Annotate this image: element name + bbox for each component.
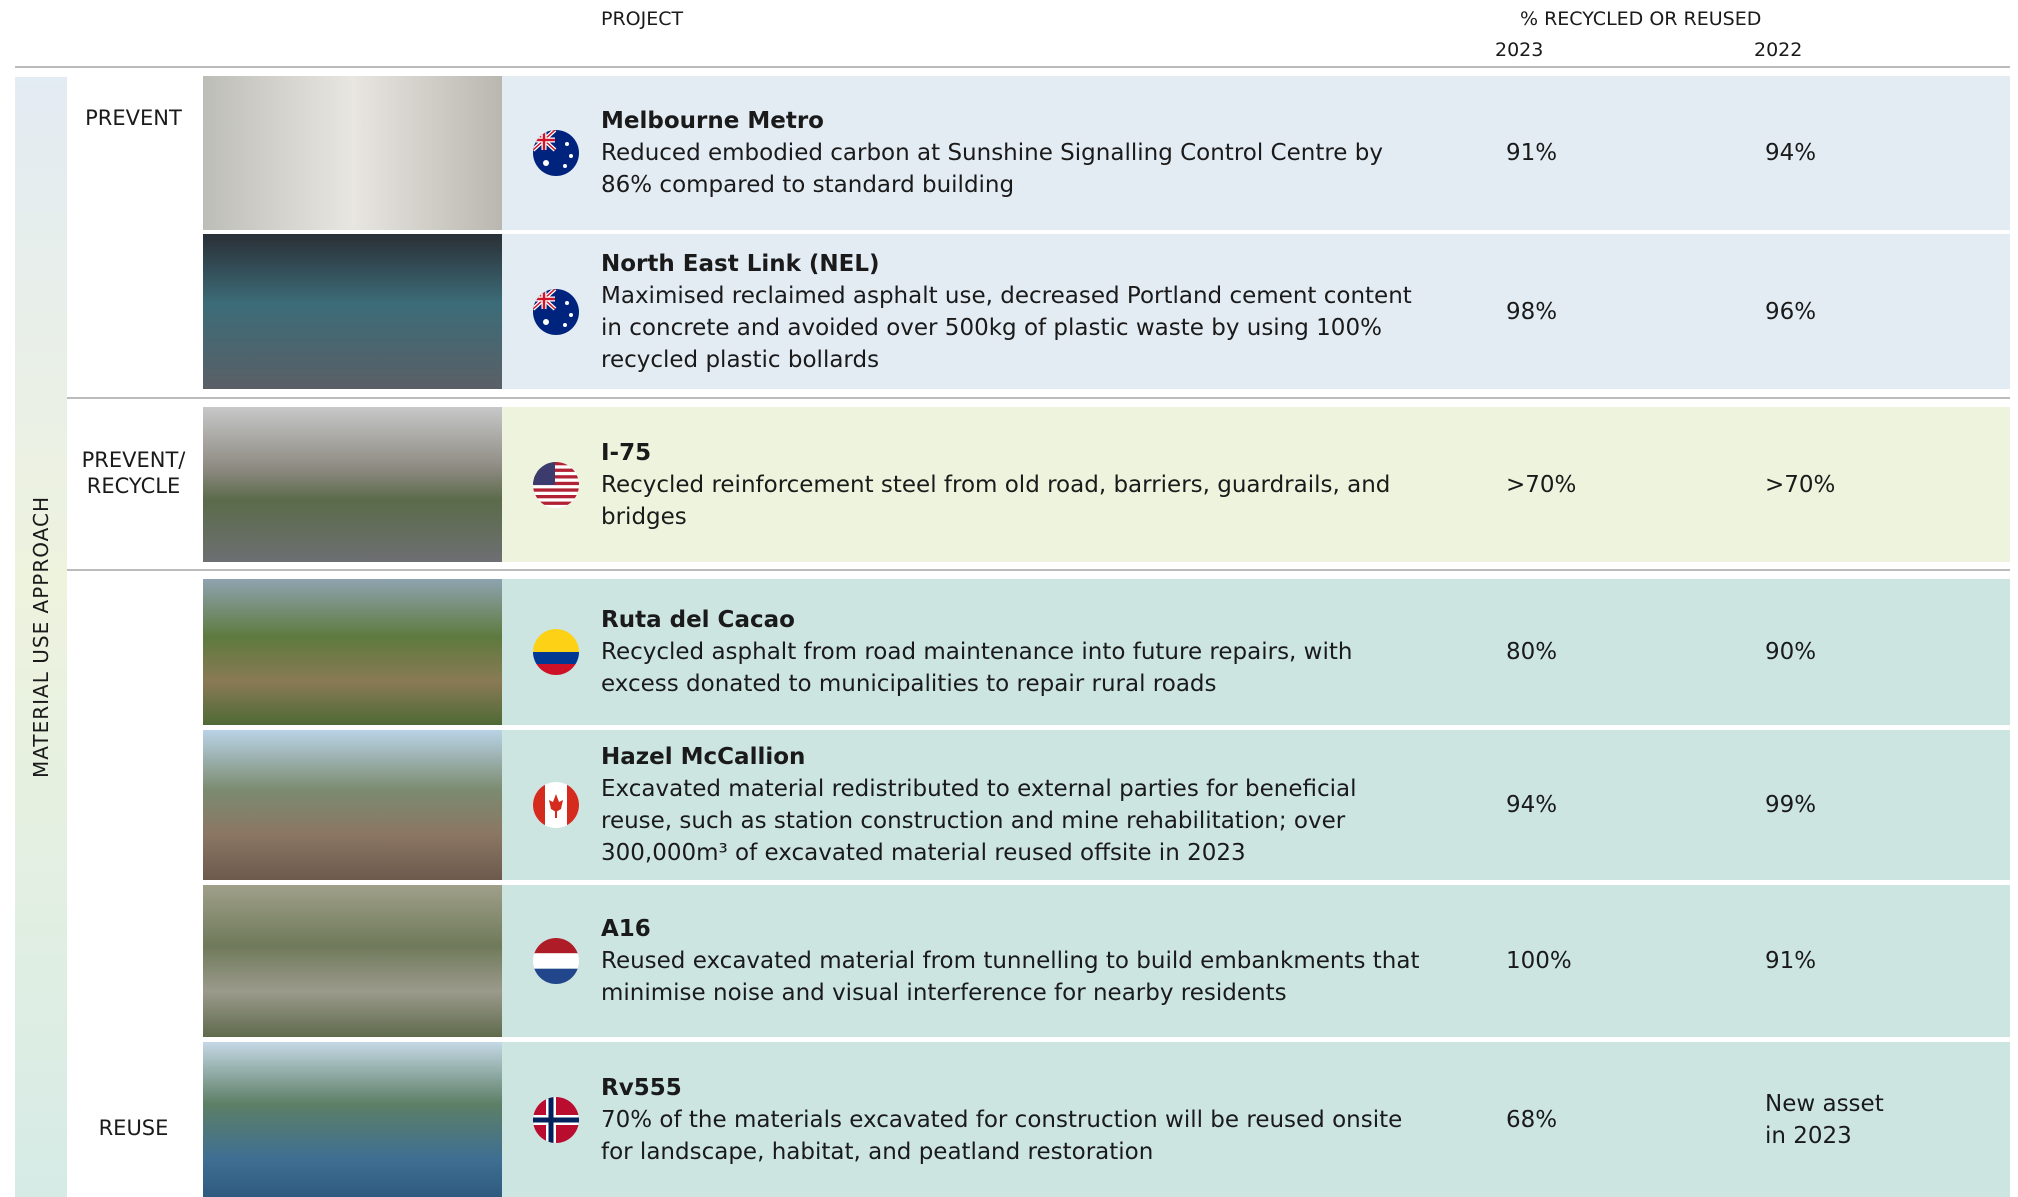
group-label: PREVENT — [67, 105, 200, 131]
project-name: Rv555 — [601, 1072, 1431, 1104]
table-row: North East Link (NEL)Maximised reclaimed… — [203, 234, 2010, 389]
value-2023: 98% — [1506, 234, 1557, 389]
project-photo — [203, 76, 502, 230]
value-2023: >70% — [1506, 407, 1576, 562]
group-rule — [67, 569, 2010, 571]
value-2023: 91% — [1506, 76, 1557, 230]
value-2023: 100% — [1506, 885, 1572, 1037]
project-name: North East Link (NEL) — [601, 248, 1431, 280]
value-2022: 90% — [1765, 579, 1895, 725]
flag-icon — [533, 782, 579, 828]
project-text: North East Link (NEL)Maximised reclaimed… — [601, 234, 1431, 389]
project-name: Ruta del Cacao — [601, 604, 1431, 636]
project-description: Excavated material redistributed to exte… — [601, 773, 1431, 869]
metric-header: % RECYCLED OR REUSED — [1520, 8, 1761, 30]
project-photo — [203, 234, 502, 389]
country-flag — [533, 938, 579, 988]
project-description: Maximised reclaimed asphalt use, decreas… — [601, 280, 1431, 376]
value-2022: New asset in 2023 — [1765, 1042, 1895, 1197]
flag-icon — [533, 938, 579, 984]
project-photo — [203, 1042, 502, 1197]
project-name: I-75 — [601, 437, 1431, 469]
side-label: MATERIAL USE APPROACH — [29, 496, 53, 778]
group-rule — [67, 397, 2010, 399]
project-photo — [203, 579, 502, 725]
project-name: Melbourne Metro — [601, 105, 1431, 137]
country-flag — [533, 289, 579, 339]
header-rule — [15, 66, 2010, 68]
flag-icon — [533, 1097, 579, 1143]
value-2022: 94% — [1765, 76, 1895, 230]
project-photo — [203, 730, 502, 880]
country-flag — [533, 782, 579, 832]
project-photo — [203, 407, 502, 562]
flag-icon — [533, 130, 579, 176]
value-2023: 68% — [1506, 1042, 1557, 1197]
value-2023: 94% — [1506, 730, 1557, 880]
country-flag — [533, 1097, 579, 1147]
flag-icon — [533, 289, 579, 335]
page: PROJECT % RECYCLED OR REUSED 2023 2022 M… — [0, 0, 2018, 1197]
country-flag — [533, 462, 579, 512]
project-description: Reused excavated material from tunnellin… — [601, 945, 1431, 1009]
flag-icon — [533, 629, 579, 675]
project-name: A16 — [601, 913, 1431, 945]
country-flag — [533, 629, 579, 679]
country-flag — [533, 130, 579, 180]
project-description: Recycled asphalt from road maintenance i… — [601, 636, 1431, 700]
value-2022: >70% — [1765, 407, 1895, 562]
value-2022: 96% — [1765, 234, 1895, 389]
project-description: Recycled reinforcement steel from old ro… — [601, 469, 1431, 533]
value-2023: 80% — [1506, 579, 1557, 725]
year-header: 2023 — [1495, 39, 1543, 61]
project-name: Hazel McCallion — [601, 741, 1431, 773]
group-label: PREVENT/ RECYCLE — [67, 447, 200, 499]
value-2022: 99% — [1765, 730, 1895, 880]
project-header: PROJECT — [601, 8, 683, 30]
project-description: 70% of the materials excavated for const… — [601, 1104, 1431, 1168]
group-label: REUSE — [67, 1115, 200, 1141]
project-photo — [203, 885, 502, 1037]
flag-icon — [533, 462, 579, 508]
year-header: 2022 — [1754, 39, 1802, 61]
value-2022: 91% — [1765, 885, 1895, 1037]
project-description: Reduced embodied carbon at Sunshine Sign… — [601, 137, 1431, 201]
